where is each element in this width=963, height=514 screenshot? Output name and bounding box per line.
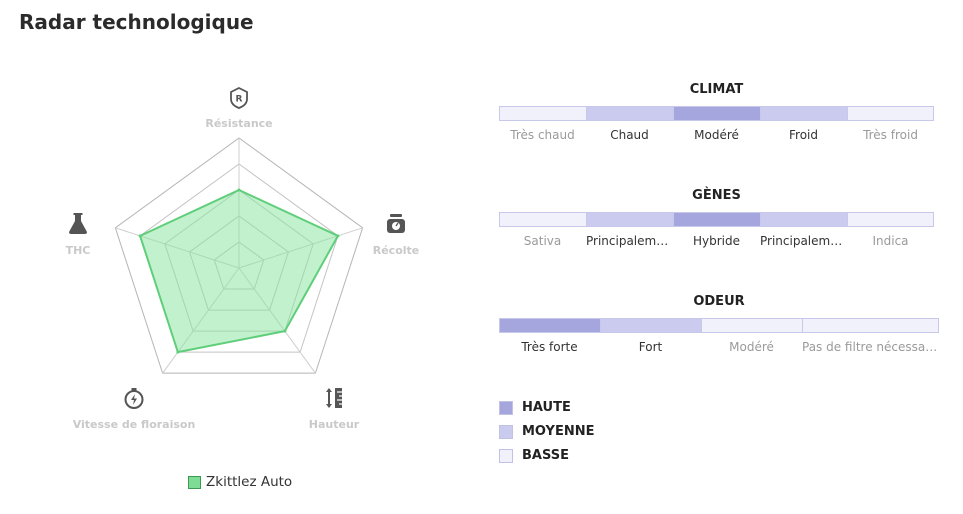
scale-segment-low — [847, 106, 934, 121]
scale-segment-medium — [600, 318, 701, 333]
scale-segment-medium — [760, 212, 847, 227]
scale-segment-low — [847, 212, 934, 227]
key-swatch — [499, 424, 513, 439]
scale-option-label: Très forte — [521, 340, 578, 354]
scale-option-label: Principalement Indica — [760, 234, 847, 248]
scale-option-label: Très chaud — [510, 128, 575, 142]
radar-data-point — [237, 188, 241, 192]
scale-segment-medium — [760, 106, 847, 121]
scale-segment-high — [673, 106, 760, 121]
radar-axis-label: THC — [66, 244, 91, 257]
scale-title: GÈNES — [692, 188, 741, 203]
scale-option-label: Modéré — [694, 128, 739, 142]
radar-data-point — [176, 350, 180, 354]
scale-option-label: Chaud — [610, 128, 649, 142]
svg-text:R: R — [236, 95, 243, 105]
height-ruler-icon — [326, 388, 342, 408]
stopwatch-icon — [124, 388, 144, 409]
radar-data-point — [283, 329, 287, 333]
radar-data-point — [336, 234, 340, 238]
scale-2: ODEUR Très forte Fort Modéré Pas de filtre n… — [499, 294, 939, 364]
shield-r-icon: R — [230, 86, 248, 109]
radar-data-point — [138, 234, 142, 238]
key-item-medium: MOYENNE — [499, 424, 594, 439]
scale-labels: Sativa Principalement Sativa Hybride Princi… — [499, 234, 934, 248]
scale-1: GÈNES Sativa Principalement Sativa Hybride P… — [499, 188, 934, 258]
flask-icon — [69, 213, 87, 234]
scale-segment-low — [701, 318, 802, 333]
key-item-high: HAUTE — [499, 400, 571, 415]
scale-labels: Très chaud Chaud Modéré Froid Très froid — [499, 128, 934, 142]
radar-axis-label: Vitesse de floraison — [73, 418, 196, 431]
scale-icon — [387, 214, 405, 233]
scale-segment-high — [673, 212, 760, 227]
key-label: HAUTE — [522, 400, 571, 415]
scale-title: CLIMAT — [689, 82, 744, 97]
scale-option-label: Fort — [638, 340, 663, 354]
scale-option-label: Sativa — [523, 234, 562, 248]
scale-segment-low — [802, 318, 939, 333]
radar-grid-ring — [114, 137, 364, 374]
scale-labels: Très forte Fort Modéré Pas de filtre nécess… — [499, 340, 939, 354]
scale-option-label: Très froid — [863, 128, 918, 142]
scale-option-label: Indica — [872, 234, 909, 248]
legend-label: Zkittlez Auto — [206, 474, 293, 490]
scale-segment-low — [499, 106, 586, 121]
radar-axis-label: Résistance — [205, 117, 272, 130]
scale-option-label: Pas de filtre nécessaire — [802, 340, 939, 354]
key-label: BASSE — [522, 448, 569, 463]
scale-bar — [499, 318, 939, 333]
scale-option-label: Modéré — [729, 340, 774, 354]
radar-axis-label: Hauteur — [309, 418, 360, 431]
radar-series-area — [138, 188, 340, 354]
scale-segment-low — [499, 212, 586, 227]
radar-chart: R Résistance Récolte Hauteur Vitesse de flor… — [66, 86, 420, 431]
radar-axis-label: Récolte — [373, 244, 420, 257]
page-title: Radar technologique — [19, 10, 254, 34]
scale-segment-high — [499, 318, 600, 333]
radar-grid-ring — [139, 163, 339, 353]
scale-option-label: Froid — [789, 128, 818, 142]
scale-title: ODEUR — [693, 294, 745, 309]
key-label: MOYENNE — [522, 424, 595, 439]
key-swatch — [499, 400, 513, 415]
scale-0: CLIMAT Très chaud Chaud Modéré Froid Très fro… — [499, 82, 934, 152]
chart-legend[interactable]: Zkittlez Auto — [188, 474, 292, 490]
scale-segment-medium — [586, 106, 673, 121]
scale-segment-medium — [586, 212, 673, 227]
legend-swatch — [188, 475, 201, 489]
scale-bar — [499, 212, 934, 227]
scale-bar — [499, 106, 934, 121]
key-swatch — [499, 448, 513, 463]
scale-option-label: Principalement Sativa — [586, 234, 673, 248]
key-item-low: BASSE — [499, 448, 569, 463]
scale-option-label: Hybride — [692, 234, 740, 248]
